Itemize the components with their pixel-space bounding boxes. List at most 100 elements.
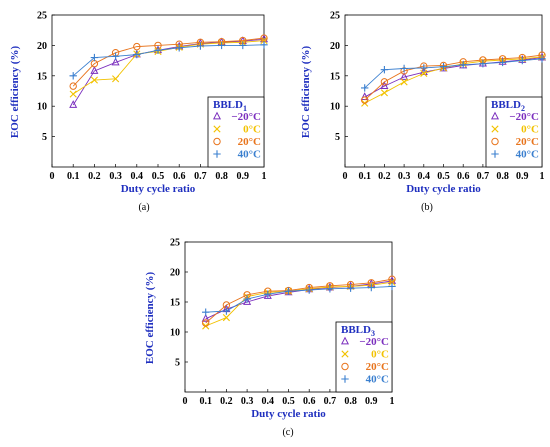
legend-marker bbox=[341, 375, 349, 383]
data-point bbox=[388, 282, 396, 291]
data-point bbox=[243, 297, 252, 305]
data-point bbox=[239, 41, 247, 50]
data-point bbox=[69, 100, 78, 108]
x-tick-label: 0.4 bbox=[262, 396, 275, 407]
panel-caption: (a) bbox=[138, 202, 149, 213]
data-point bbox=[264, 290, 272, 298]
data-point bbox=[518, 56, 526, 65]
x-tick-label: 0.6 bbox=[303, 396, 316, 407]
x-tick-label: 0.5 bbox=[282, 396, 295, 407]
x-tick-label: 1 bbox=[540, 171, 545, 182]
series-line-3 bbox=[364, 54, 543, 101]
y-tick-label: 5 bbox=[335, 132, 340, 143]
x-tick-label: 0.7 bbox=[194, 171, 207, 182]
x-tick-label: 0.9 bbox=[516, 171, 529, 182]
data-point bbox=[380, 81, 389, 90]
data-point bbox=[263, 291, 272, 299]
data-point bbox=[201, 313, 210, 322]
legend-marker bbox=[213, 150, 221, 158]
series-line-1 bbox=[205, 280, 393, 320]
x-tick-label: 0.2 bbox=[220, 396, 233, 407]
data-point bbox=[420, 69, 428, 77]
series-line-4 bbox=[364, 58, 543, 89]
data-point bbox=[175, 44, 183, 52]
panel-caption: (b) bbox=[421, 202, 433, 213]
x-tick-label: 1 bbox=[262, 171, 267, 182]
x-axis-label: Duty cycle ratio bbox=[406, 183, 481, 195]
panel-caption: (c) bbox=[282, 427, 293, 438]
data-point bbox=[439, 62, 448, 71]
data-point bbox=[420, 64, 428, 72]
x-tick-label: 0 bbox=[343, 171, 348, 182]
series-line-3 bbox=[72, 37, 265, 87]
legend-entry-3: 20°C bbox=[366, 361, 389, 373]
data-point bbox=[361, 84, 369, 92]
x-tick-label: 1 bbox=[390, 396, 395, 407]
series-line-4 bbox=[205, 285, 393, 313]
legend-marker bbox=[341, 350, 349, 358]
y-tick-label: 25 bbox=[170, 238, 180, 249]
legend-marker bbox=[213, 125, 221, 133]
legend-marker bbox=[341, 362, 349, 371]
legend-entry-2: 0°C bbox=[243, 124, 261, 136]
chart-panel-1: 0 0.1 0.2 0.3 0.4 0.5 0.6 0.7 0.8 0.9 1510152025Du… bbox=[9, 11, 269, 213]
data-point bbox=[69, 82, 77, 90]
x-tick-label: 0 bbox=[50, 171, 55, 182]
legend-marker bbox=[340, 336, 350, 345]
series-line-3 bbox=[205, 278, 393, 324]
chart-panel-2: 0 0.1 0.2 0.3 0.4 0.5 0.6 0.7 0.8 0.9 1510152025Du… bbox=[300, 11, 547, 213]
x-tick-label: 0 bbox=[183, 396, 188, 407]
y-tick-label: 15 bbox=[37, 71, 47, 82]
y-tick-label: 20 bbox=[170, 268, 180, 279]
y-tick-label: 5 bbox=[175, 358, 180, 369]
data-point bbox=[90, 53, 99, 62]
data-point bbox=[305, 286, 313, 294]
data-point bbox=[260, 41, 268, 49]
series-line-4 bbox=[72, 44, 265, 77]
data-point bbox=[400, 64, 408, 73]
data-point bbox=[498, 58, 507, 67]
data-point bbox=[284, 287, 293, 295]
legend-entry-4: 40°C bbox=[238, 149, 261, 161]
x-tick-label: 0.4 bbox=[418, 171, 431, 182]
legend-entry-1: −20°C bbox=[509, 111, 539, 123]
x-tick-label: 0.6 bbox=[173, 171, 186, 182]
x-tick-label: 0.8 bbox=[344, 396, 357, 407]
data-point bbox=[196, 42, 205, 50]
data-point bbox=[90, 76, 98, 84]
data-point bbox=[154, 46, 162, 54]
data-point bbox=[217, 41, 226, 50]
legend-marker bbox=[212, 111, 222, 120]
legend-entry-3: 20°C bbox=[516, 136, 539, 148]
data-point bbox=[380, 66, 389, 74]
data-point bbox=[111, 52, 120, 61]
data-point bbox=[538, 55, 546, 63]
data-point bbox=[388, 275, 396, 283]
data-point bbox=[361, 96, 369, 104]
data-point bbox=[69, 72, 77, 80]
x-tick-label: 0.7 bbox=[477, 171, 490, 182]
data-point bbox=[133, 50, 141, 59]
x-tick-label: 0.1 bbox=[67, 171, 80, 182]
series-line-1 bbox=[72, 38, 265, 106]
legend-marker bbox=[491, 137, 499, 146]
x-tick-label: 0.7 bbox=[324, 396, 337, 407]
data-point bbox=[243, 295, 251, 303]
x-tick-label: 0.8 bbox=[496, 171, 509, 182]
x-tick-label: 0.9 bbox=[365, 396, 378, 407]
y-tick-label: 20 bbox=[37, 41, 47, 52]
legend-entry-1: −20°C bbox=[231, 111, 261, 123]
y-tick-label: 10 bbox=[170, 328, 180, 339]
x-axis-label: Duty cycle ratio bbox=[121, 183, 196, 195]
y-tick-label: 10 bbox=[37, 102, 47, 113]
data-point bbox=[360, 92, 369, 100]
legend-entry-1: −20°C bbox=[359, 336, 389, 348]
data-point bbox=[202, 308, 210, 316]
x-tick-label: 0.5 bbox=[437, 171, 450, 182]
y-tick-label: 25 bbox=[330, 11, 340, 22]
legend-marker bbox=[213, 137, 221, 146]
x-axis-label: Duty cycle ratio bbox=[251, 408, 326, 420]
data-point bbox=[112, 75, 120, 83]
series-line-2 bbox=[205, 281, 393, 327]
